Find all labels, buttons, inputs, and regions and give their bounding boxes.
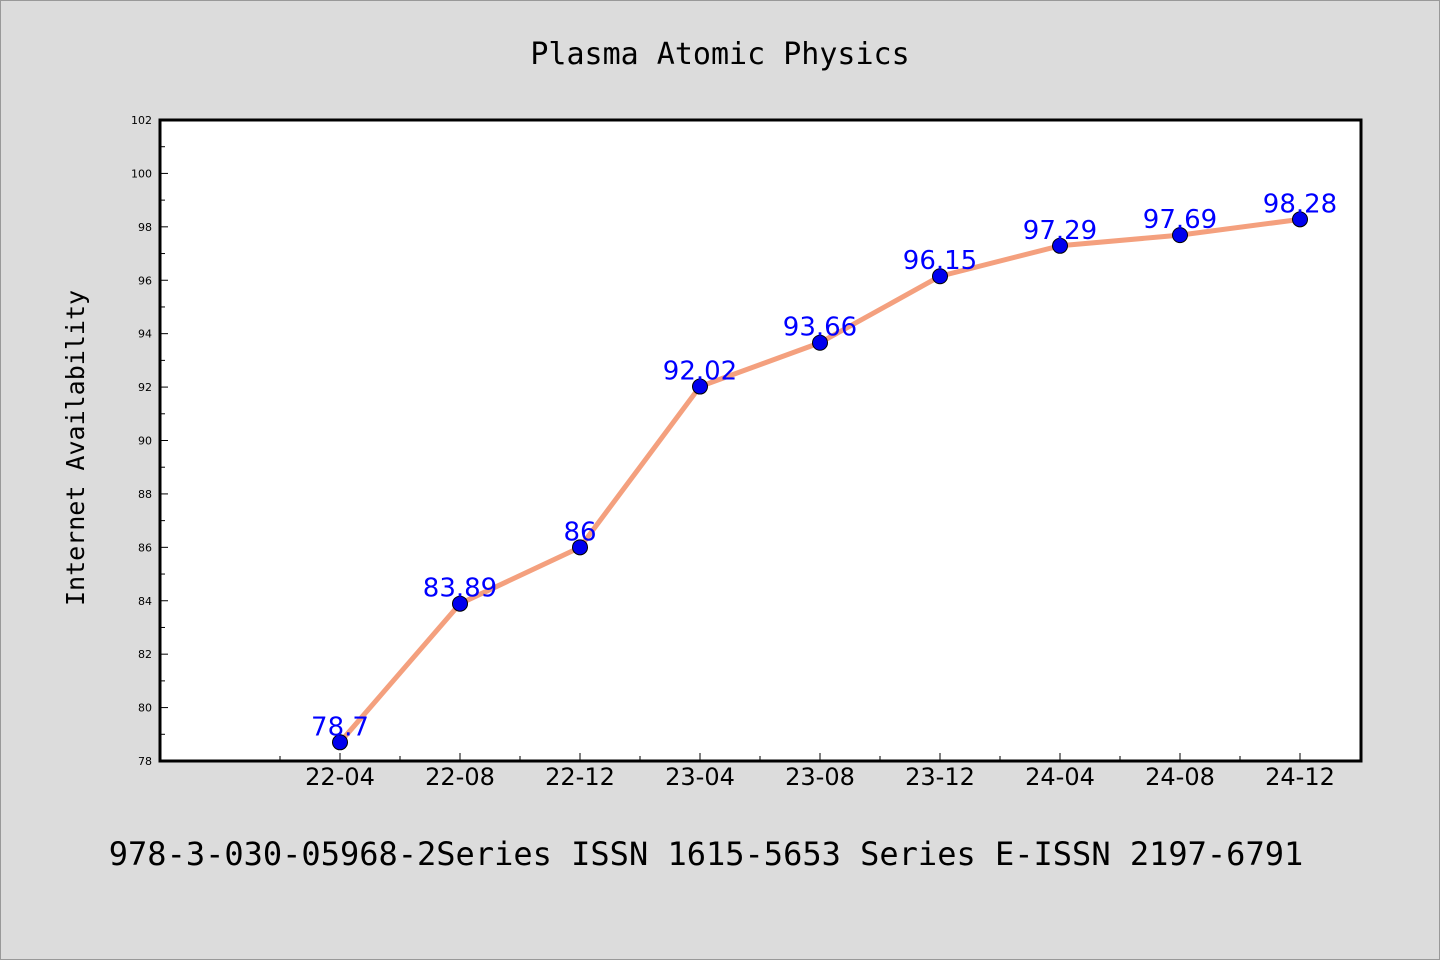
- y-tick-label: 94: [138, 328, 152, 341]
- x-tick-label: 22-12: [545, 763, 615, 791]
- data-label: 78.7: [311, 712, 369, 742]
- data-point: [812, 334, 828, 351]
- x-tick-label: 22-08: [425, 763, 495, 791]
- y-tick-label: 100: [131, 167, 152, 180]
- data-label: 93.66: [783, 313, 857, 343]
- footer-text: 978-3-030-05968-2Series ISSN 1615-5653 S…: [109, 835, 1303, 873]
- x-tick-label: 24-08: [1145, 763, 1215, 791]
- data-label: 97.69: [1143, 205, 1217, 235]
- y-tick-label: 90: [138, 435, 152, 448]
- data-label: 97.29: [1023, 216, 1097, 246]
- y-tick-label: 98: [138, 221, 152, 234]
- y-tick-label: 84: [138, 595, 152, 608]
- y-tick-label: 88: [138, 488, 152, 501]
- data-point: [332, 734, 348, 751]
- y-tick-label: 96: [138, 274, 152, 287]
- data-label: 96.15: [903, 246, 977, 276]
- x-axis-ticks: 22-04 22-08 22-12 23-04 23-08 23-12 24-04 24-08…: [279, 753, 1335, 791]
- x-tick-label: 23-08: [785, 763, 855, 791]
- y-axis-label: Internet Availability: [61, 290, 90, 606]
- x-tick-label: 24-12: [1265, 763, 1335, 791]
- data-label: 92.02: [663, 357, 737, 387]
- data-label: 98.28: [1263, 189, 1337, 219]
- x-tick-label: 23-04: [665, 763, 735, 791]
- data-point: [932, 268, 948, 285]
- data-point: [692, 378, 708, 395]
- plot-area: [158, 118, 1363, 763]
- y-tick-label: 92: [138, 381, 152, 394]
- data-point: [1052, 237, 1068, 254]
- data-markers: [332, 211, 1308, 751]
- y-axis-ticks: 78 80 82 84 86 88 90 92 94 96 98 100 102: [131, 114, 168, 768]
- data-point: [1172, 227, 1188, 244]
- x-tick-label: 22-04: [305, 763, 375, 791]
- data-point: [572, 539, 588, 556]
- data-point: [452, 595, 468, 612]
- data-point: [1292, 211, 1308, 228]
- y-tick-label: 86: [138, 541, 152, 554]
- y-tick-label: 78: [138, 755, 152, 768]
- data-label: 86: [563, 517, 596, 547]
- chart-title: Plasma Atomic Physics: [530, 37, 909, 72]
- y-tick-label: 80: [138, 702, 152, 715]
- y-tick-label: 102: [131, 114, 152, 127]
- data-label: 83.89: [423, 574, 497, 604]
- x-tick-label: 24-04: [1025, 763, 1095, 791]
- data-labels: 78.7 83.89 86 92.02 93.66 96.15 97.29 97.69 98.2…: [311, 189, 1337, 742]
- x-tick-label: 23-12: [905, 763, 975, 791]
- y-tick-label: 82: [138, 648, 152, 661]
